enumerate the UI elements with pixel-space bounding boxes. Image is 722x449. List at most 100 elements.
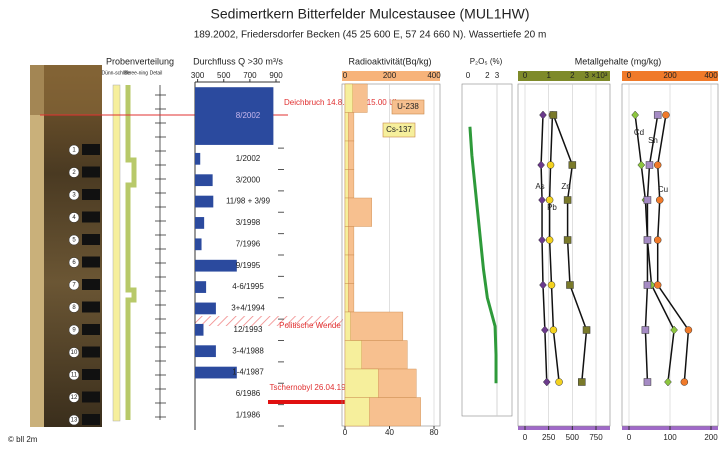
step-bar [345, 113, 348, 142]
bar [195, 87, 273, 145]
x-tick-label: 200 [663, 71, 677, 80]
category-label: 8/2002 [236, 111, 261, 120]
step-bar [345, 227, 348, 256]
marker [632, 111, 639, 119]
marker [569, 162, 576, 169]
thin-sections [113, 85, 120, 421]
x2-tick-label: 0 [343, 428, 348, 437]
marker [550, 327, 557, 334]
core-band [82, 414, 100, 425]
x-tick-label: 2 [570, 71, 575, 80]
marker [638, 161, 645, 169]
marker [539, 111, 546, 119]
subtitle: 189.2002, Friedersdorfer Becken (45 25 6… [194, 30, 547, 41]
marker [539, 196, 546, 204]
x-tick-label: 300 [191, 71, 205, 80]
marker [538, 161, 545, 169]
legend-label: Cs-137 [386, 125, 412, 134]
series-line [541, 115, 547, 382]
marker [541, 326, 548, 334]
series-line [645, 115, 657, 382]
x-tick-label: 900 [269, 71, 283, 80]
title: Sedimertkern Bitterfelder Mulcestausee (… [211, 6, 530, 22]
series-label: Pb [547, 203, 557, 212]
marker [556, 379, 563, 386]
category-label: 1-4/1987 [232, 368, 264, 377]
detail-samples [155, 85, 166, 420]
core-label: 10 [71, 350, 78, 356]
marker [654, 237, 661, 244]
x2-tick-label: 200 [704, 433, 718, 442]
core-band [82, 369, 100, 380]
x-tick-label: 0 [627, 71, 632, 80]
series-line [553, 115, 586, 382]
sampling-column: Scree-ning [124, 70, 148, 76]
x-tick-label: 3 ×10³ [585, 71, 608, 80]
step-bar [345, 312, 403, 341]
core-band [82, 257, 100, 268]
series-label: Cu [658, 185, 668, 194]
marker [583, 327, 590, 334]
x2-tick-label: 500 [566, 433, 580, 442]
marker [564, 197, 571, 204]
category-label: 4-6/1995 [232, 282, 264, 291]
sampling-column: Detail [150, 70, 163, 76]
core-band [82, 144, 100, 155]
marker [685, 327, 692, 334]
x2-tick-label: 0 [523, 433, 528, 442]
step-bar [345, 341, 362, 370]
category-label: 9/1995 [236, 261, 261, 270]
category-label: 3+4/1994 [231, 304, 265, 313]
sampling-title: Probenverteilung [106, 56, 174, 66]
core-band [82, 302, 100, 313]
x2-tick-label: 750 [589, 433, 603, 442]
step-bar [345, 198, 372, 227]
category-label: 6/1986 [236, 389, 261, 398]
marker [646, 162, 653, 169]
category-label: 11/98 + 3/99 [226, 197, 271, 206]
marker [642, 327, 649, 334]
panel-title: P₂O₅ (%) [470, 57, 503, 66]
x2-tick-label: 80 [430, 428, 439, 437]
series-label: Cd [634, 128, 644, 137]
marker [654, 282, 661, 289]
panel-title: Radioaktivität(Bq/kg) [348, 56, 431, 66]
marker [654, 162, 661, 169]
series-label: Sn [648, 136, 658, 145]
x-tick-label: 400 [704, 71, 718, 80]
bar [195, 153, 200, 165]
category-label: 1/1986 [236, 410, 261, 419]
x-tick-label: 0 [466, 71, 471, 80]
x-tick-label: 0 [523, 71, 528, 80]
marker [664, 378, 671, 386]
x-tick-label: 2 [485, 71, 490, 80]
marker [539, 281, 546, 289]
bar [195, 345, 216, 357]
core-label: 12 [71, 395, 78, 401]
x2-tick-label: 40 [385, 428, 394, 437]
marker [578, 379, 585, 386]
core-band [82, 347, 100, 358]
bar [195, 196, 213, 208]
category-label: 1/2002 [236, 154, 261, 163]
core-band [82, 392, 100, 403]
step-bar [345, 84, 353, 113]
category-label: 3-4/1988 [232, 346, 264, 355]
core-band [82, 167, 100, 178]
marker [681, 379, 688, 386]
x-tick-label: 500 [217, 71, 231, 80]
series-label: As [535, 182, 544, 191]
bar [195, 217, 204, 229]
marker [564, 237, 571, 244]
panel-title: Durchfluss Q >30 m³/s [193, 56, 283, 66]
marker [547, 162, 554, 169]
step-bar [345, 198, 348, 227]
marker [656, 197, 663, 204]
core-band [82, 189, 100, 200]
marker [644, 282, 651, 289]
marker [644, 237, 651, 244]
core-band [82, 324, 100, 335]
bar [195, 367, 237, 379]
core-band [82, 212, 100, 223]
x2-tick-label: 250 [542, 433, 556, 442]
